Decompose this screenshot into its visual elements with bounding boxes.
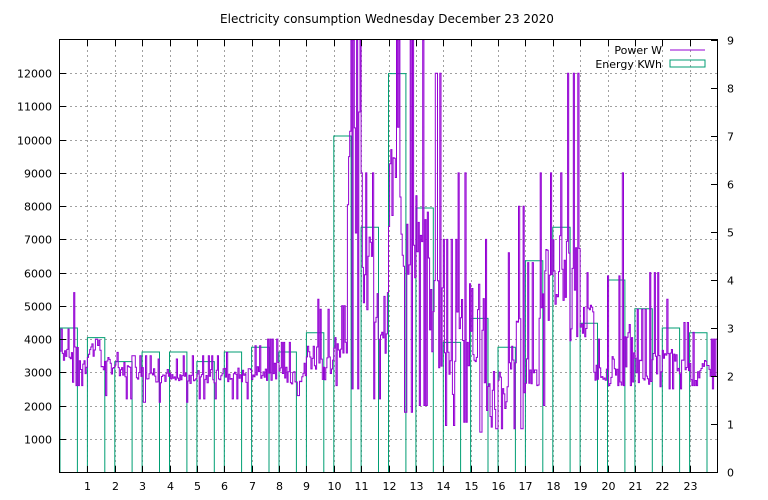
- x-tick-label: 22: [656, 480, 670, 493]
- x-tick-label: 6: [221, 480, 228, 493]
- energy-bar: [305, 332, 325, 472]
- x-tick-label: 9: [303, 480, 310, 493]
- y-tick-label: 11000: [17, 101, 52, 114]
- energy-series: [59, 73, 708, 472]
- energy-bar: [196, 361, 215, 472]
- y2-tick-label: 9: [727, 35, 734, 48]
- x-tick-label: 20: [602, 480, 616, 493]
- energy-bar: [497, 346, 516, 472]
- x-tick-label: 11: [355, 480, 369, 493]
- y-tick-label: 7000: [24, 234, 52, 247]
- energy-bar: [141, 351, 160, 472]
- energy-bar: [388, 73, 407, 472]
- x-tick-label: 18: [547, 480, 561, 493]
- x-tick-label: 2: [112, 480, 119, 493]
- x-tick-label: 4: [167, 480, 174, 493]
- chart-title: Electricity consumption Wednesday Decemb…: [220, 12, 554, 26]
- legend-label-power: Power W: [614, 44, 662, 57]
- energy-bar: [579, 322, 598, 472]
- x-tick-label: 19: [574, 480, 588, 493]
- x-tick-label: 13: [410, 480, 424, 493]
- y2-tick-label: 8: [727, 83, 734, 96]
- y-axis-right: 0 1 2 3 4 5 6 7 8 9: [711, 35, 734, 480]
- energy-bar: [114, 361, 133, 472]
- energy-bar: [223, 351, 243, 472]
- y2-tick-label: 0: [727, 467, 734, 480]
- x-axis: 1 2 3 4 5 6 7 8 9 10 11 12 13 14 15 16 17 18 19 20 21 22 23: [84, 40, 698, 493]
- y2-tick-label: 4: [727, 275, 734, 288]
- energy-bar: [333, 135, 352, 472]
- y2-tick-label: 7: [727, 131, 734, 144]
- energy-bar: [634, 308, 653, 472]
- y2-tick-label: 6: [727, 179, 734, 192]
- y2-tick-label: 1: [727, 419, 734, 432]
- energy-bar: [360, 226, 379, 472]
- energy-bar: [689, 332, 708, 472]
- y-tick-label: 2000: [24, 401, 52, 414]
- power-line: [60, 39, 717, 433]
- y-axis-left: 1000 2000 3000 4000 5000 6000 7000 8000 9000 1000…: [17, 68, 66, 447]
- y-tick-label: 5000: [24, 301, 52, 314]
- y-tick-label: 10000: [17, 135, 52, 148]
- y-tick-label: 6000: [24, 268, 52, 281]
- x-tick-label: 10: [328, 480, 342, 493]
- y2-tick-label: 5: [727, 227, 734, 240]
- x-tick-label: 5: [194, 480, 201, 493]
- x-tick-label: 17: [519, 480, 533, 493]
- legend: Power W Energy KWh: [595, 44, 706, 71]
- x-tick-label: 21: [629, 480, 643, 493]
- y-tick-label: 8000: [24, 201, 52, 214]
- energy-bar: [169, 351, 188, 472]
- legend-label-energy: Energy KWh: [595, 58, 662, 71]
- y-tick-label: 3000: [24, 367, 52, 380]
- x-tick-label: 12: [383, 480, 397, 493]
- y-tick-label: 9000: [24, 168, 52, 181]
- x-tick-label: 8: [276, 480, 283, 493]
- y2-tick-label: 2: [727, 371, 734, 384]
- x-tick-label: 23: [684, 480, 698, 493]
- energy-bar: [278, 351, 297, 472]
- x-tick-label: 15: [465, 480, 479, 493]
- power-series: [60, 39, 717, 433]
- x-tick-label: 16: [492, 480, 506, 493]
- x-tick-label: 3: [139, 480, 146, 493]
- y2-tick-label: 3: [727, 323, 734, 336]
- y-tick-label: 12000: [17, 68, 52, 81]
- y-tick-label: 4000: [24, 334, 52, 347]
- x-tick-label: 1: [84, 480, 91, 493]
- plot-frame: [59, 39, 718, 473]
- y-tick-label: 1000: [24, 434, 52, 447]
- x-tick-label: 14: [437, 480, 451, 493]
- energy-bar: [661, 327, 681, 472]
- x-tick-label: 7: [249, 480, 256, 493]
- energy-bar: [86, 337, 106, 472]
- legend-swatch-energy: [669, 59, 706, 68]
- energy-bar: [524, 260, 544, 472]
